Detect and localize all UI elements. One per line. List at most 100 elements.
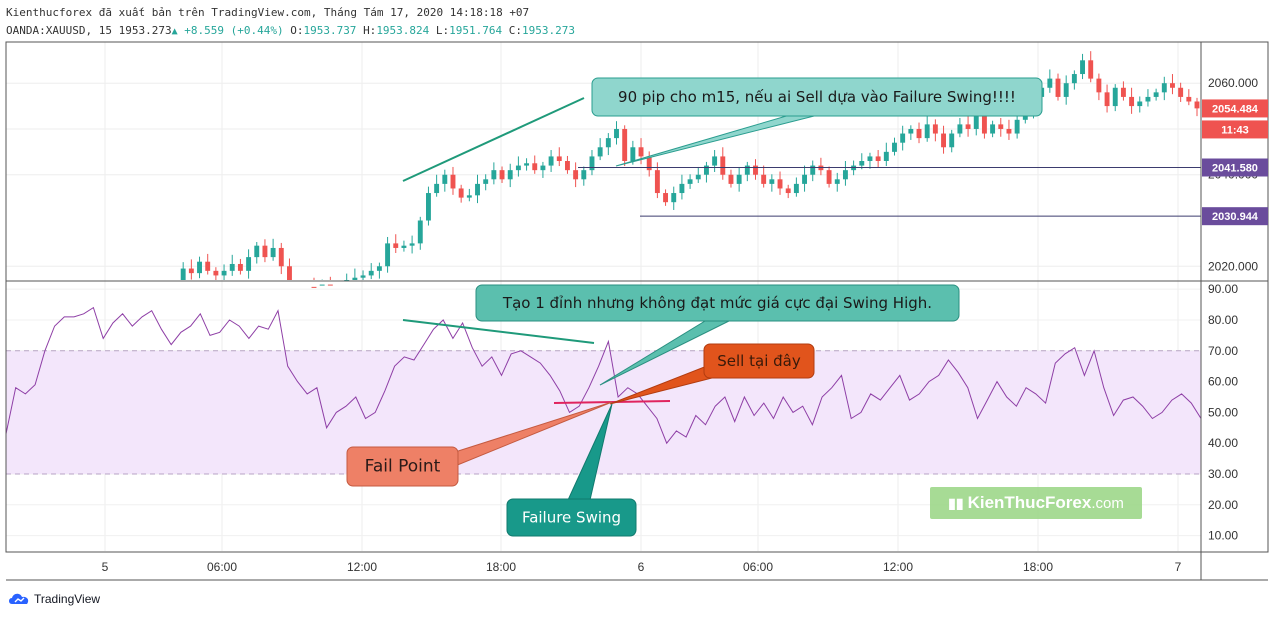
- candle-body: [515, 165, 521, 171]
- candle: [761, 165, 767, 188]
- candle-body: [1112, 87, 1118, 107]
- candle-body: [622, 128, 628, 161]
- callout-sell[interactable]: Sell tại đây: [609, 343, 815, 405]
- candle-body: [990, 124, 996, 134]
- candle-body: [417, 220, 423, 244]
- candle: [728, 169, 734, 188]
- candle-body: [393, 243, 399, 248]
- candle: [221, 264, 227, 280]
- level1-badge: 2041.580: [1212, 162, 1258, 174]
- candle: [1153, 88, 1159, 101]
- candle-body: [883, 151, 889, 161]
- candle: [712, 150, 718, 172]
- candle-body: [753, 165, 758, 175]
- candle-body: [1088, 60, 1094, 79]
- candle-body: [409, 243, 415, 246]
- candle: [900, 125, 906, 151]
- candle: [483, 174, 489, 191]
- watermark-suffix: .com: [1091, 494, 1124, 512]
- callout-pip[interactable]: 90 pip cho m15, nếu ai Sell dựa vào Fail…: [591, 77, 1043, 167]
- callout-top[interactable]: Tạo 1 đỉnh nhưng không đạt mức giá cực đ…: [475, 284, 960, 386]
- candle-body: [679, 183, 685, 194]
- candle: [597, 138, 603, 161]
- candle: [859, 153, 865, 170]
- open-value: 1953.737: [303, 24, 357, 37]
- candle-body: [965, 124, 971, 129]
- candle: [589, 150, 595, 176]
- candle-body: [973, 115, 979, 129]
- candle: [475, 174, 480, 204]
- candle: [1088, 51, 1094, 83]
- candle-body: [548, 156, 554, 166]
- x-tick-label: 12:00: [883, 560, 913, 574]
- candle-body: [1055, 78, 1061, 97]
- candle: [826, 166, 832, 188]
- candle: [720, 147, 726, 180]
- candle: [458, 184, 464, 203]
- candle: [466, 188, 472, 202]
- candle: [965, 115, 971, 137]
- candle-body: [614, 128, 619, 139]
- candle-body: [736, 174, 742, 184]
- candle: [360, 270, 366, 280]
- tradingview-label: TradingView: [34, 592, 101, 606]
- candle: [802, 165, 808, 192]
- candle-body: [777, 179, 783, 189]
- candle-body: [237, 263, 243, 271]
- candle: [352, 268, 358, 280]
- candle: [834, 172, 840, 192]
- tradingview-cloud-icon: [9, 593, 29, 604]
- candle-body: [434, 183, 440, 194]
- candle: [426, 186, 431, 226]
- candle-body: [703, 165, 709, 175]
- candle: [703, 161, 709, 183]
- candle: [646, 151, 652, 177]
- candle-body: [262, 245, 268, 258]
- candle: [278, 242, 284, 275]
- candle: [810, 160, 816, 182]
- symbol-label[interactable]: OANDA:XAUUSD, 15: [6, 24, 112, 37]
- rsi-trendline: [402, 319, 595, 344]
- ohlc-line: OANDA:XAUUSD, 15 1953.273▲ +8.559 (+0.44…: [6, 24, 575, 37]
- candle: [540, 161, 546, 178]
- candle-body: [1178, 87, 1184, 97]
- candle: [1006, 119, 1012, 140]
- candle: [793, 177, 799, 197]
- candle-body: [761, 174, 767, 184]
- candle-body: [712, 156, 718, 166]
- candle-body: [466, 195, 472, 198]
- candle-body: [368, 270, 374, 276]
- candle-body: [458, 188, 464, 198]
- close-value: 1953.273: [522, 24, 576, 37]
- candle-body: [581, 170, 587, 180]
- tradingview-branding[interactable]: TradingView: [8, 592, 100, 606]
- x-tick-label: 18:00: [1023, 560, 1053, 574]
- callout-swing[interactable]: Failure Swing: [506, 403, 637, 537]
- candle-body: [1047, 78, 1053, 88]
- rsi-tick-label: 30.00: [1208, 467, 1238, 481]
- candle-body: [507, 170, 513, 180]
- countdown-badge: 11:43: [1221, 124, 1249, 136]
- candle-body: [1063, 83, 1069, 97]
- candle: [434, 174, 440, 197]
- candle-body: [352, 277, 358, 280]
- candle: [883, 142, 889, 167]
- candle-body: [875, 156, 881, 161]
- candle-body: [720, 156, 726, 175]
- callout-fail[interactable]: Fail Point: [346, 401, 613, 487]
- candle-body: [180, 268, 186, 280]
- price-tick-label: 2020.000: [1208, 259, 1258, 273]
- low-label: L:: [435, 24, 450, 37]
- candle: [556, 147, 562, 167]
- candle-body: [1080, 60, 1085, 75]
- candle: [450, 166, 456, 195]
- candle: [744, 161, 750, 182]
- candle: [622, 125, 628, 167]
- watermark-candles-icon: ▮▮: [948, 494, 964, 511]
- candle: [990, 120, 996, 138]
- candle: [908, 125, 914, 140]
- candle: [1178, 82, 1184, 102]
- candle: [1071, 70, 1077, 90]
- candle-body: [564, 161, 570, 171]
